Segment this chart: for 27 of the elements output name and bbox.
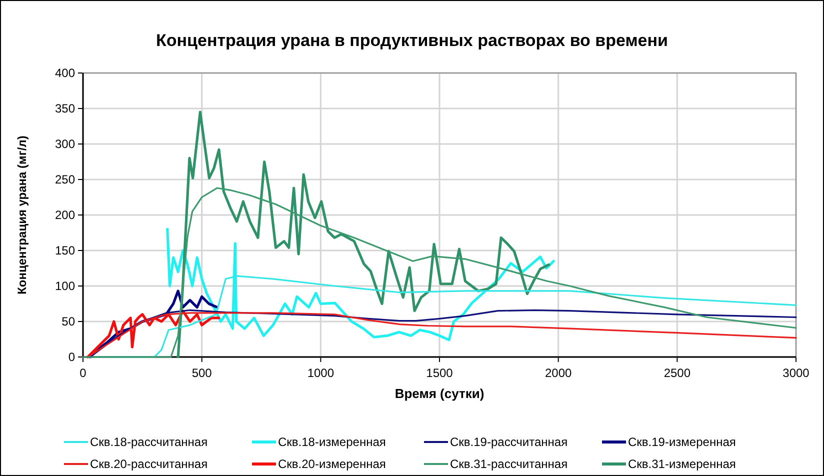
x-tick-label: 1500 [426,366,454,380]
legend-label: Скв.20-рассчитанная [90,457,208,471]
x-tick-label: 0 [80,366,87,380]
y-tick-label: 400 [54,66,76,80]
y-tick-label: 0 [68,350,76,364]
chart-title: Концентрация урана в продуктивных растворах во времени [156,31,668,50]
x-tick-label: 1000 [307,366,334,380]
x-axis-title: Время (сутки) [394,386,484,401]
x-tick-label: 3000 [782,366,810,380]
legend-label: Скв.20-измеренная [278,457,386,471]
y-tick-label: 50 [62,314,76,328]
legend-label: Скв.19-рассчитанная [450,435,568,449]
y-tick-label: 250 [54,172,76,186]
y-tick-label: 200 [54,208,76,222]
x-tick-label: 2500 [664,366,691,380]
y-tick-label: 100 [54,279,76,293]
y-tick-label: 350 [54,102,76,116]
y-tick-label: 150 [54,244,76,258]
legend-label: Скв.18-рассчитанная [90,435,208,449]
x-tick-label: 500 [192,366,212,380]
y-tick-label: 300 [54,137,76,151]
y-axis-title: Концентрация урана (мг/л) [15,136,29,294]
x-tick-label: 2000 [544,366,572,380]
legend-label: Скв.31-рассчитанная [450,457,568,471]
legend-label: Скв.18-измеренная [278,435,386,449]
legend-label: Скв.19-измеренная [628,435,736,449]
legend-label: Скв.31-измеренная [628,457,736,471]
